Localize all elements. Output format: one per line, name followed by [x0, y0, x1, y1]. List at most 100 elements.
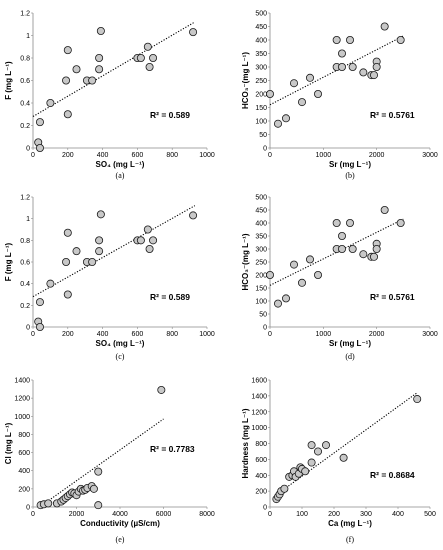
data-point — [289, 260, 298, 269]
data-point — [280, 484, 289, 493]
data-point — [337, 63, 346, 72]
x-tick-label: 0 — [31, 331, 35, 338]
y-axis-label: F (mg L⁻¹) — [4, 242, 13, 281]
r-squared-label: R² = 0.5761 — [370, 110, 415, 120]
r-squared-label: R² = 0.589 — [150, 110, 190, 120]
x-axis-label: Conductivity (µS/cm) — [80, 519, 160, 528]
x-axis-label: SO₄ (mg L⁻¹) — [96, 160, 145, 169]
data-point — [95, 54, 104, 63]
y-tick-label: 0 — [26, 505, 30, 512]
y-tick-label: 200 — [255, 92, 267, 99]
x-tick-label: 0 — [268, 331, 272, 338]
y-axis-label: Hardness (mg L⁻¹) — [241, 408, 250, 478]
y-tick-label: 300 — [255, 65, 267, 72]
chart-panel-4: 0 1000 2000 3000 0 50 100 150 200 250 300 350 400 450… — [241, 195, 438, 362]
panel-caption: (d) — [345, 352, 355, 361]
data-point — [380, 22, 389, 31]
x-tick-label: 600 — [132, 152, 144, 159]
x-tick-label: 2000 — [369, 152, 385, 159]
x-tick-label: 400 — [97, 152, 109, 159]
y-tick-label: 0.8 — [20, 238, 30, 245]
chart-panel-1: 0 200 400 600 800 1000 0 0.2 0.4 0.6 0.8 1 1.2 R² = 0… — [4, 11, 215, 181]
y-tick-label: 500 — [255, 195, 267, 202]
y-tick-label: 100 — [255, 299, 267, 306]
data-point — [63, 228, 72, 237]
y-tick-label: 600 — [18, 450, 30, 457]
y-tick-label: 250 — [255, 260, 267, 267]
data-point — [337, 231, 346, 240]
panel-caption: (b) — [345, 171, 355, 180]
y-tick-label: 450 — [255, 24, 267, 31]
y-axis-label: HCO₃⁻(mg L⁻¹) — [241, 233, 250, 290]
panel-caption: (a) — [116, 171, 125, 180]
x-axis-label: Sr (mg L⁻¹) — [329, 160, 371, 169]
y-tick-label: 250 — [255, 78, 267, 85]
data-point — [35, 322, 44, 331]
y-tick-label: 0 — [263, 325, 267, 332]
y-axis-label: F (mg L⁻¹) — [4, 61, 13, 100]
data-point — [337, 49, 346, 58]
y-tick-label: 0.2 — [20, 303, 30, 310]
data-point — [348, 63, 357, 72]
y-tick-label: 0 — [26, 325, 30, 332]
y-tick-label: 0.6 — [20, 78, 30, 85]
data-point — [339, 453, 348, 462]
r-squared-label: R² = 0.589 — [150, 292, 190, 302]
data-point — [359, 250, 368, 259]
y-tick-label: 100 — [255, 119, 267, 126]
data-point — [369, 71, 378, 80]
y-tick-label: 350 — [255, 234, 267, 241]
trendline — [274, 392, 418, 497]
y-tick-label: 1000 — [14, 414, 30, 421]
y-tick-label: 500 — [255, 11, 267, 18]
y-tick-label: 200 — [255, 273, 267, 280]
chart-panel-3: 0 200 400 600 800 1000 0 0.2 0.4 0.6 0.8 1 1.2 R² = 0… — [4, 195, 215, 362]
panel-caption: (c) — [116, 352, 125, 361]
data-point — [281, 294, 290, 303]
y-tick-label: 200 — [255, 489, 267, 496]
data-point — [94, 501, 103, 510]
data-point — [297, 278, 306, 287]
x-tick-label: 1000 — [316, 152, 332, 159]
data-point — [369, 252, 378, 261]
data-point — [94, 467, 103, 476]
y-tick-label: 800 — [255, 441, 267, 448]
y-tick-label: 1 — [26, 33, 30, 40]
y-tick-label: 0 — [263, 505, 267, 512]
data-point — [149, 236, 158, 245]
x-tick-label: 0 — [31, 511, 35, 518]
y-tick-label: 1000 — [251, 425, 267, 432]
data-point — [307, 458, 316, 467]
data-point — [413, 395, 422, 404]
x-tick-label: 800 — [166, 331, 178, 338]
y-tick-label: 1 — [26, 216, 30, 223]
data-point — [273, 299, 282, 308]
data-point — [265, 270, 274, 279]
data-point — [44, 499, 53, 508]
y-tick-label: 1200 — [251, 409, 267, 416]
data-point — [95, 65, 104, 74]
x-tick-label: 100 — [296, 511, 308, 518]
data-point — [396, 218, 405, 227]
y-tick-label: 0.2 — [20, 123, 30, 130]
y-axis-label: HCO₃⁻(mg L⁻¹) — [241, 52, 250, 109]
data-point — [359, 68, 368, 77]
y-tick-label: 1.2 — [20, 195, 30, 202]
data-point — [380, 205, 389, 214]
x-tick-label: 8000 — [199, 511, 215, 518]
y-tick-label: 0.6 — [20, 260, 30, 267]
panel-caption: (e) — [116, 535, 125, 544]
data-point — [72, 65, 81, 74]
data-point — [396, 36, 405, 45]
data-point — [273, 119, 282, 128]
data-point — [143, 42, 152, 51]
data-point — [307, 441, 316, 450]
y-tick-label: 350 — [255, 51, 267, 58]
data-point — [145, 63, 154, 72]
data-point — [95, 247, 104, 256]
y-tick-label: 1400 — [251, 393, 267, 400]
data-point — [35, 298, 44, 307]
x-tick-label: 2000 — [69, 511, 85, 518]
data-point — [372, 63, 381, 72]
